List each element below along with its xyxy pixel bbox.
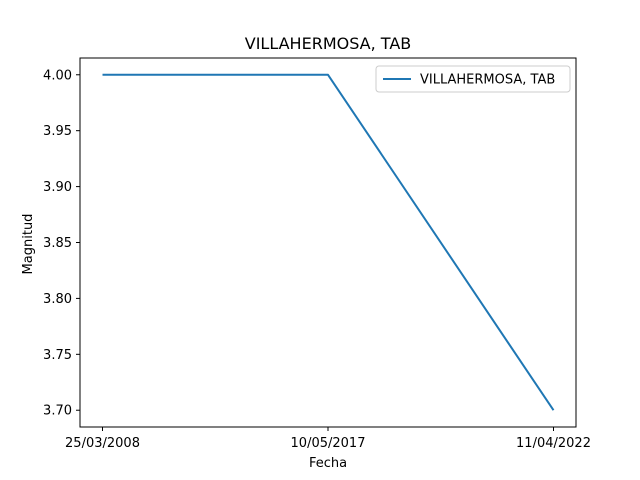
x-axis-label: Fecha [309, 456, 347, 471]
plot-area: 3.70 3.75 3.80 3.85 3.90 3.95 4.00 25/03/2008 10… [43, 57, 591, 451]
legend-label: VILLAHERMOSA, TAB [420, 73, 555, 88]
y-tick-label: 3.95 [43, 124, 72, 139]
y-tick-label: 3.75 [43, 348, 72, 363]
x-tick-label: 25/03/2008 [65, 436, 140, 451]
y-tick-label: 3.85 [43, 236, 72, 251]
legend-box [375, 65, 571, 93]
x-tick-label: 11/04/2022 [516, 436, 591, 451]
x-tick-label: 10/05/2017 [291, 436, 366, 451]
y-tick-label: 3.70 [43, 404, 72, 419]
y-tick-label: 3.90 [43, 180, 72, 195]
y-tick-label: 4.00 [43, 68, 72, 83]
series-line [102, 73, 555, 411]
y-axis-label: Magnitud [21, 214, 36, 275]
y-tick-label: 3.80 [43, 292, 72, 307]
chart-title: VILLAHERMOSA, TAB [245, 34, 411, 53]
